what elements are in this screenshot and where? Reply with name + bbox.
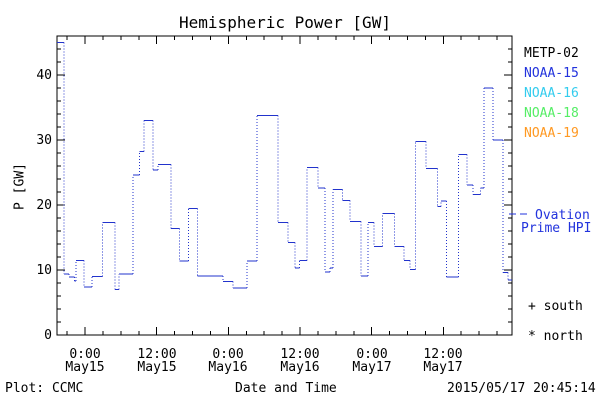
- x-tick-date: May15: [65, 360, 105, 375]
- y-tick-label: 10: [36, 263, 52, 278]
- x-tick-time: 12:00: [280, 347, 320, 362]
- legend-item-noaa-19: NOAA-19: [524, 126, 579, 141]
- tick-marks: [57, 36, 512, 335]
- x-tick-time: 0:00: [212, 347, 244, 362]
- x-tick-time: 12:00: [423, 347, 463, 362]
- x-tick-date: May15: [137, 360, 177, 375]
- y-tick-label: 0: [44, 328, 52, 343]
- x-tick-date: May16: [208, 360, 248, 375]
- ovation-legend-line1: Ovation: [535, 208, 590, 223]
- x-tick-label: 12:00 May17: [407, 348, 479, 374]
- south-marker-label: + south: [528, 299, 583, 314]
- power-step-curve-vertical-connectors: [63, 42, 509, 290]
- legend-item-noaa-18: NOAA-18: [524, 106, 579, 121]
- footer-timestamp: 2015/05/17 20:45:14: [447, 381, 596, 396]
- y-tick-label: 30: [36, 133, 52, 148]
- legend-item-noaa-15: NOAA-15: [524, 66, 579, 81]
- x-tick-label: 0:00 May16: [192, 348, 264, 374]
- axis-box: [56, 35, 513, 336]
- y-tick-label: 40: [36, 68, 52, 83]
- legend-item-metp-02: METP-02: [524, 46, 579, 61]
- x-tick-time: 12:00: [137, 347, 177, 362]
- x-tick-time: 0:00: [69, 347, 101, 362]
- power-step-curve-horizontals: [57, 42, 512, 290]
- x-tick-date: May17: [352, 360, 392, 375]
- ovation-legend-line2: Prime HPI: [521, 221, 592, 236]
- x-tick-time: 0:00: [356, 347, 388, 362]
- y-tick-label: 20: [36, 198, 52, 213]
- x-tick-label: 0:00 May15: [49, 348, 121, 374]
- legend-item-noaa-16: NOAA-16: [524, 86, 579, 101]
- x-tick-date: May16: [280, 360, 320, 375]
- plot-title: Hemispheric Power [GW]: [179, 13, 391, 32]
- x-tick-label: 12:00 May16: [264, 348, 336, 374]
- x-tick-date: May17: [423, 360, 463, 375]
- x-tick-label: 12:00 May15: [121, 348, 193, 374]
- y-axis-label: P [GW]: [12, 163, 28, 210]
- x-tick-label: 0:00 May17: [336, 348, 408, 374]
- footer-plot-source: Plot: CCMC: [5, 381, 84, 396]
- x-axis-title: Date and Time: [235, 381, 337, 396]
- north-marker-label: * north: [528, 329, 583, 344]
